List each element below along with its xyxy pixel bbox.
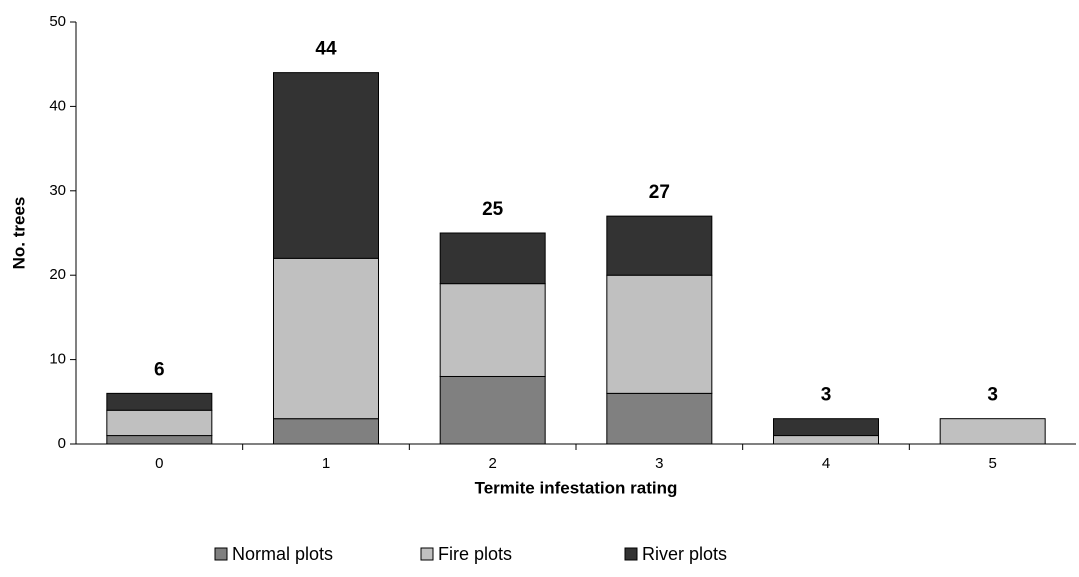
bar-segment	[106, 392, 213, 411]
x-tick-label: 0	[155, 455, 163, 472]
x-tick-label: 4	[822, 455, 830, 472]
bar-segment	[106, 409, 213, 437]
legend-swatch	[624, 547, 638, 561]
x-tick-label: 5	[988, 455, 996, 472]
x-tick-label: 1	[322, 455, 330, 472]
bar-segment	[606, 274, 713, 394]
bar-segment	[273, 257, 379, 420]
y-tick-label: 50	[49, 13, 66, 30]
legend-swatch	[214, 547, 228, 561]
data-label: 3	[987, 385, 998, 406]
y-tick-label: 40	[49, 97, 66, 114]
legend-label: River plots	[642, 544, 727, 564]
y-tick-label: 30	[49, 182, 66, 199]
legend-label: Normal plots	[232, 544, 333, 564]
bar-segment	[773, 418, 879, 437]
bar-segment	[273, 72, 379, 259]
data-label: 25	[482, 199, 504, 220]
bar-segment	[106, 435, 213, 445]
y-tick-label: 20	[49, 266, 66, 283]
bar-segment	[439, 375, 546, 445]
x-tick-label: 3	[655, 455, 663, 472]
bar-segment	[606, 215, 713, 276]
legend-label: Fire plots	[438, 544, 512, 564]
y-tick-label: 0	[58, 435, 66, 452]
y-tick-label: 10	[49, 351, 66, 368]
bar-segment	[439, 232, 546, 285]
legend-swatch	[420, 547, 434, 561]
data-label: 3	[821, 385, 832, 406]
bar-segment	[606, 392, 713, 445]
bar-segment	[939, 418, 1046, 445]
data-label: 44	[315, 39, 337, 60]
y-axis-title: No. trees	[9, 197, 28, 270]
data-label: 27	[649, 182, 670, 203]
bar-segment	[273, 418, 379, 445]
bar-segment	[773, 435, 879, 445]
bar-segment	[439, 283, 546, 377]
data-label: 6	[154, 359, 165, 380]
x-tick-label: 2	[488, 455, 496, 472]
x-axis-title: Termite infestation rating	[475, 478, 678, 497]
